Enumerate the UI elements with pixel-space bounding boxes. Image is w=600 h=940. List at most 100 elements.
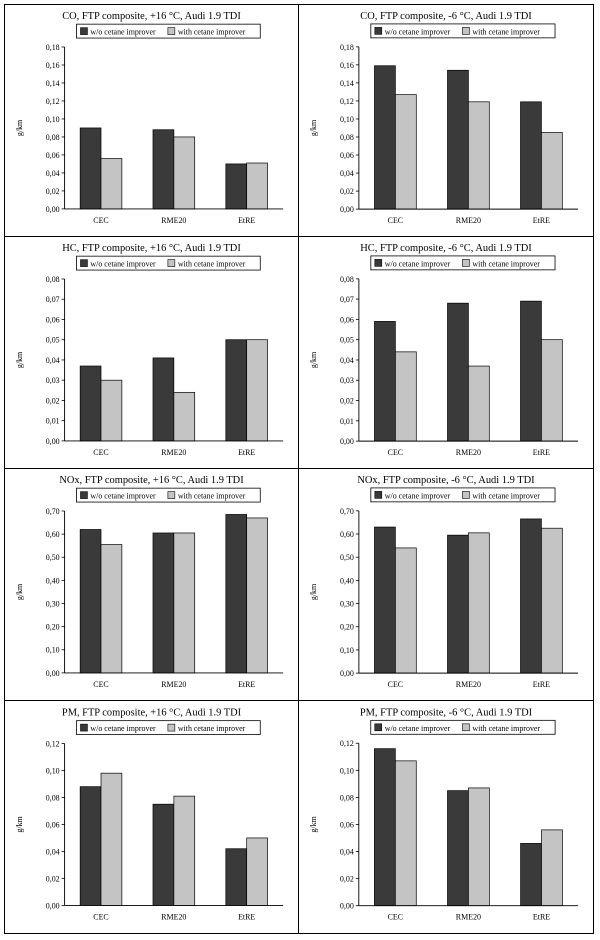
x-tick-label: EtRE: [238, 680, 255, 689]
y-axis-label: g/km: [15, 119, 24, 136]
x-tick-label: CEC: [93, 448, 108, 457]
y-tick-label: 0,08: [46, 133, 60, 142]
y-tick-label: 0,20: [46, 623, 60, 632]
bar: [79, 365, 102, 442]
y-tick-label: 0,70: [46, 507, 60, 516]
y-tick-label: 0,08: [340, 793, 354, 802]
bar: [374, 526, 396, 674]
y-tick-label: 0,02: [46, 187, 60, 196]
y-tick-label: 0,07: [46, 295, 60, 304]
y-axis-label: g/km: [309, 815, 318, 832]
y-tick-label: 0,30: [46, 599, 60, 608]
y-tick-label: 0,06: [340, 151, 354, 160]
y-tick-label: 0,05: [340, 336, 354, 345]
y-tick-label: 0,06: [46, 151, 60, 160]
chart-svg: HC, FTP composite, -6 °C, Audi 1.9 TDIw/…: [309, 243, 578, 457]
legend-swatch: [374, 27, 383, 35]
bar: [100, 158, 123, 210]
y-tick-label: 0,04: [340, 356, 354, 365]
y-tick-label: 0,12: [46, 97, 60, 106]
y-tick-label: 0,01: [340, 417, 354, 426]
chart-panel-pm-minus6: PM, FTP composite, -6 °C, Audi 1.9 TDI w/…: [299, 701, 593, 933]
chart-svg: NOx, FTP composite, +16 °C, Audi 1.9 TDI…: [15, 475, 284, 689]
y-axis-label: g/km: [15, 815, 24, 832]
y-tick-label: 0,01: [46, 417, 60, 426]
y-tick-label: 0,60: [46, 530, 60, 539]
bar: [246, 517, 268, 674]
chart-svg: CO, FTP composite, -6 °C, Audi 1.9 TDIw/…: [309, 11, 578, 225]
x-tick-label: EtRE: [533, 680, 550, 689]
y-tick-label: 0,40: [46, 576, 60, 585]
y-tick-label: 0,02: [340, 187, 354, 196]
y-tick-label: 0,06: [46, 315, 60, 324]
bar: [152, 803, 175, 906]
chart-panel-hc-minus6: HC, FTP composite, -6 °C, Audi 1.9 TDI w/…: [299, 237, 593, 469]
bar: [152, 357, 175, 442]
y-tick-label: 0,02: [340, 875, 354, 884]
bar: [394, 760, 417, 907]
y-tick-label: 0,06: [46, 820, 60, 829]
y-tick-label: 0,03: [46, 376, 60, 385]
legend-swatch: [462, 491, 470, 499]
y-tick-label: 0,08: [340, 275, 354, 284]
legend-label: with cetane improver: [178, 260, 246, 269]
y-axis-label: g/km: [15, 583, 24, 600]
x-tick-label: RME20: [456, 216, 481, 225]
chart-title: PM, FTP composite, -6 °C, Audi 1.9 TDI: [360, 707, 533, 718]
x-tick-label: EtRE: [533, 448, 550, 457]
legend-label: w/o cetane improver: [385, 27, 451, 36]
legend-swatch: [80, 259, 88, 267]
legend-swatch: [374, 723, 383, 732]
legend-label: w/o cetane improver: [385, 259, 451, 268]
y-tick-label: 0,08: [46, 275, 60, 284]
y-tick-label: 0,12: [340, 739, 354, 748]
chart-title: NOx, FTP composite, +16 °C, Audi 1.9 TDI: [59, 475, 244, 486]
legend-label: w/o cetane improver: [90, 724, 156, 733]
bar: [541, 829, 563, 907]
chart-panel-co-plus16: CO, FTP composite, +16 °C, Audi 1.9 TDI w…: [5, 5, 299, 237]
chart-panel-nox-minus6: NOx, FTP composite, -6 °C, Audi 1.9 TDI w…: [299, 469, 593, 701]
bar: [225, 339, 248, 442]
y-tick-label: 0,18: [340, 43, 354, 52]
legend-swatch: [374, 491, 383, 499]
chart-legend: w/o cetane improver with cetane improver: [370, 23, 556, 39]
x-tick-label: CEC: [93, 912, 108, 921]
y-tick-label: 0,50: [340, 553, 354, 562]
legend-label: with cetane improver: [472, 27, 540, 36]
y-tick-label: 0,04: [46, 169, 60, 178]
x-tick-label: CEC: [388, 448, 403, 457]
chart-panel-nox-plus16: NOx, FTP composite, +16 °C, Audi 1.9 TDI…: [5, 469, 299, 701]
y-tick-label: 0,70: [340, 507, 354, 516]
bar: [100, 544, 123, 674]
legend-label: with cetane improver: [472, 724, 540, 733]
legend-label: w/o cetane improver: [385, 724, 451, 733]
legend-swatch: [462, 27, 470, 35]
chart-legend: w/o cetane improver with cetane improver: [370, 719, 556, 735]
y-tick-label: 0,14: [340, 79, 354, 88]
y-tick-label: 0,04: [46, 356, 60, 365]
bar: [541, 339, 563, 442]
bar: [374, 321, 396, 442]
chart-title: CO, FTP composite, +16 °C, Audi 1.9 TDI: [62, 11, 241, 22]
x-tick-label: EtRE: [238, 912, 255, 921]
x-tick-label: CEC: [388, 913, 404, 922]
y-tick-label: 0,20: [340, 623, 354, 632]
x-tick-label: CEC: [93, 680, 108, 689]
bar: [520, 300, 542, 442]
chart-svg: PM, FTP composite, -6 °C, Audi 1.9 TDIw/…: [309, 707, 579, 922]
legend-swatch: [462, 723, 470, 732]
legend-swatch: [80, 491, 88, 499]
y-tick-label: 0,18: [46, 43, 60, 52]
x-tick-label: CEC: [388, 680, 403, 689]
x-tick-label: RME20: [456, 913, 481, 922]
y-tick-label: 0,00: [340, 437, 354, 446]
legend-label: w/o cetane improver: [385, 491, 451, 500]
bar: [468, 787, 490, 907]
bar: [225, 848, 248, 906]
x-tick-label: EtRE: [533, 216, 550, 225]
chart-title: CO, FTP composite, -6 °C, Audi 1.9 TDI: [360, 11, 532, 22]
y-axis-label: g/km: [309, 119, 318, 136]
y-tick-label: 0,10: [340, 115, 354, 124]
y-tick-label: 0,02: [46, 396, 60, 405]
bar: [520, 101, 542, 210]
